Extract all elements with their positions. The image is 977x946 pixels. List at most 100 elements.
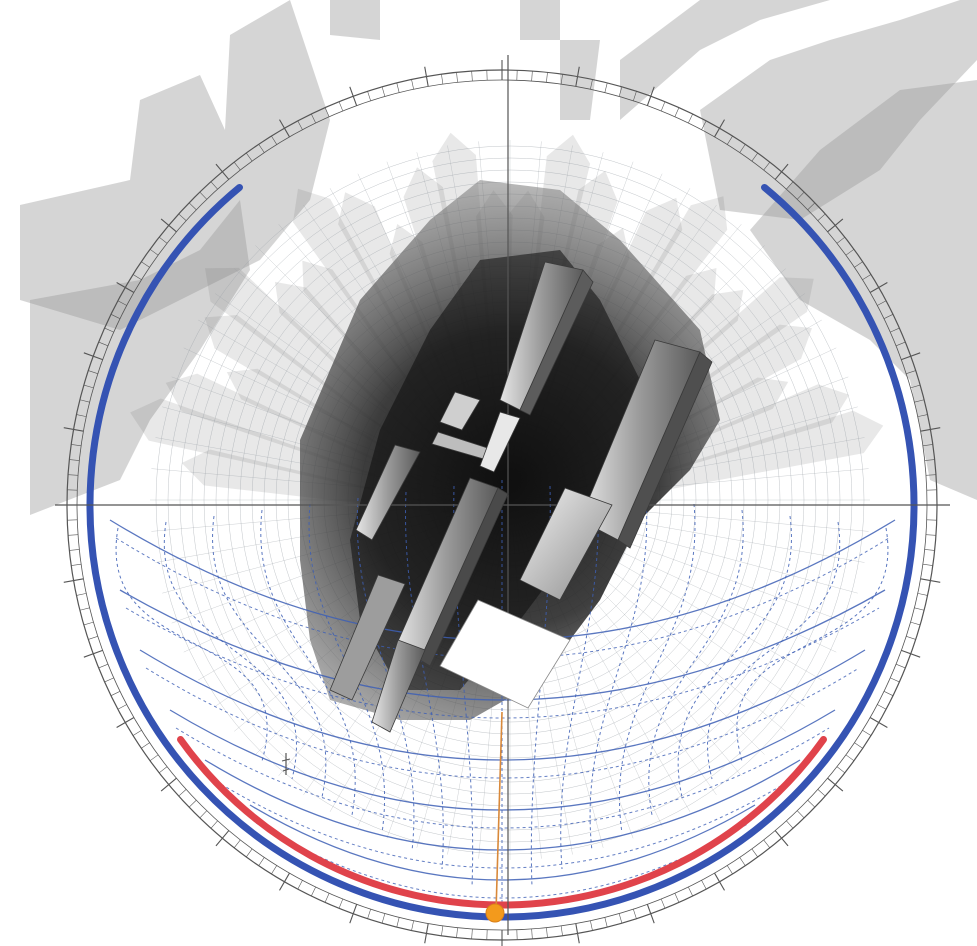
compass-tick-minor [69,549,80,551]
compass-tick-minor [110,691,121,696]
compass-tick-minor [807,800,816,808]
compass-tick-minor [210,181,218,190]
compass-tick-minor [883,314,894,319]
compass-tick-major [215,163,230,180]
compass-tick-minor [763,839,771,848]
building-block-east-mid [519,487,613,601]
compass-tick-minor [877,704,887,710]
building-blocks [329,261,713,733]
compass-tick-minor [688,886,693,897]
compass-tick-minor [660,101,666,112]
compass-tick-minor [233,162,241,171]
compass-tick-minor [88,636,98,640]
compass-tick-minor [890,677,900,683]
compass-tick-major [349,86,358,106]
compass-tick-minor [258,144,265,153]
compass-tick-major [160,777,177,792]
compass-tick-minor [411,920,414,931]
compass-tick-minor [862,729,872,736]
compass-tick-minor [246,848,253,858]
compass-tick-minor [68,534,79,536]
compass-tick-major [83,649,103,658]
mask-fan-2 [30,200,250,515]
compass-tick-minor [531,928,533,939]
compass-tick-minor [199,191,207,200]
mask-fan-0 [20,0,600,120]
compass-tick-minor [701,880,707,890]
sun-date-line-dotted [175,727,830,829]
sun-hour-line [648,509,744,816]
compass-tick-major [646,86,655,106]
compass-tick-minor [590,920,593,931]
mask-fan-1 [20,0,330,330]
compass-tick-minor [381,86,386,97]
compass-tick-minor [922,444,933,447]
compass-tick-minor [877,300,887,306]
compass-tick-minor [411,79,414,90]
observer-figure-icon [281,753,291,775]
compass-tick-minor [381,913,386,924]
sun-hour-line [589,497,648,852]
compass-tick-minor [271,135,278,145]
compass-tick-major [714,119,725,138]
sun-date-line [204,759,801,851]
compass-tick-major [827,218,844,233]
compass-tick-minor [79,399,90,403]
compass-tick-minor [456,72,458,83]
compass-tick-minor [159,766,168,774]
compass-tick-minor [836,766,845,774]
sun-hour-line [707,521,841,780]
sun-date-line-dotted [145,667,860,779]
compass-tick-minor [456,927,458,938]
compass-tick-minor [751,848,758,858]
building-leg-south-west [329,574,406,701]
compass-tick-minor [817,213,826,221]
sun-date-line [139,649,866,761]
compass-tick-minor [132,274,142,281]
compass-tick-minor [471,71,473,82]
compass-tick-minor [910,384,921,389]
compass-tick-minor [924,549,935,551]
compass-tick-minor [836,236,845,244]
compass-tick-minor [338,898,344,909]
compass-tick-minor [845,754,855,761]
sun-hour-line [618,503,696,834]
compass-tick-minor [604,82,608,93]
compass-tick-minor [546,927,548,938]
compass-tick-major [774,830,789,847]
compass-tick-minor [149,754,159,761]
sun-hour-line [308,503,386,834]
compass-tick-minor [531,71,533,82]
compass-tick-minor [797,191,805,200]
compass-tick-minor [68,474,79,476]
compass-tick-minor [258,857,265,866]
compass-tick-minor [924,459,935,461]
sun-position-icon[interactable] [485,903,505,923]
compass-tick-minor [141,261,150,268]
compass-tick-minor [797,810,805,819]
compass-tick-minor [324,107,330,117]
compass-tick-minor [471,928,473,939]
compass-tick-minor [604,917,608,928]
building-core-north [439,391,481,431]
sun-hour-line [677,515,792,798]
compass-tick-minor [786,181,794,190]
compass-tick-minor [807,202,816,210]
building-bar-south-side [419,487,509,667]
mask-fan-5 [620,0,830,120]
compass-tick-minor [178,789,187,797]
compass-tick-major [901,649,921,658]
compass-tick-major [63,427,84,432]
compass-tick-minor [159,236,168,244]
compass-tick-minor [132,729,142,736]
compass-tick-minor [178,213,187,221]
compass-tick-minor [739,857,746,866]
compass-tick-minor [338,101,344,112]
compass-tick-minor [396,917,400,928]
sun-date-line [249,804,756,881]
compass-tick-minor [104,677,114,683]
compass-tick-minor [633,909,637,919]
building-slab-north-side [519,269,594,416]
compass-tick-major [160,218,177,233]
